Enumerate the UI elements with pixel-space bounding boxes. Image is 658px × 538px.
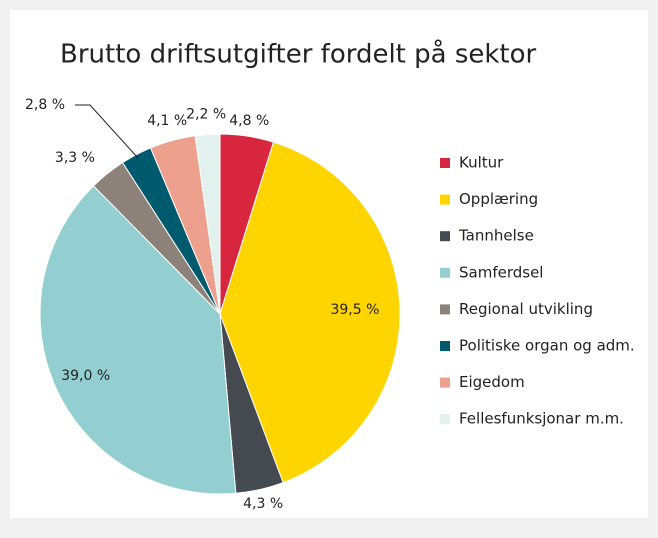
legend-label: Eigedom [459,373,525,391]
data-label: 4,8 % [229,113,269,129]
legend-swatch [440,377,450,388]
legend-swatch [440,231,450,242]
legend-swatch [440,158,450,168]
pie-slice [39,185,237,495]
data-label: 3,3 % [55,150,95,166]
data-label: 4,1 % [147,113,187,129]
data-label: 39,0 % [61,368,110,384]
data-label: 4,3 % [243,496,283,512]
pie-slice [194,133,221,315]
data-label: 39,5 % [330,302,379,318]
legend-label: Tannhelse [458,227,534,245]
leader-line [75,104,139,159]
legend-label: Samferdsel [459,263,543,281]
legend-swatch [440,267,450,278]
legend-swatch [440,194,450,205]
data-label: 2,8 % [25,97,65,113]
legend-label: Politiske organ og adm. [459,337,635,355]
legend-swatch [440,341,450,351]
legend-label: Regional utvikling [459,300,593,318]
legend-label: Fellesfunksjonar m.m. [459,410,624,428]
legend-swatch [440,414,450,425]
legend-label: Opplæring [459,190,538,208]
data-label: 2,2 % [186,106,226,122]
legend-label: Kultur [459,154,504,172]
legend-swatch [440,304,450,315]
pie-slice [219,141,401,484]
chart-title: Brutto driftsutgifter fordelt på sektor [60,39,537,70]
